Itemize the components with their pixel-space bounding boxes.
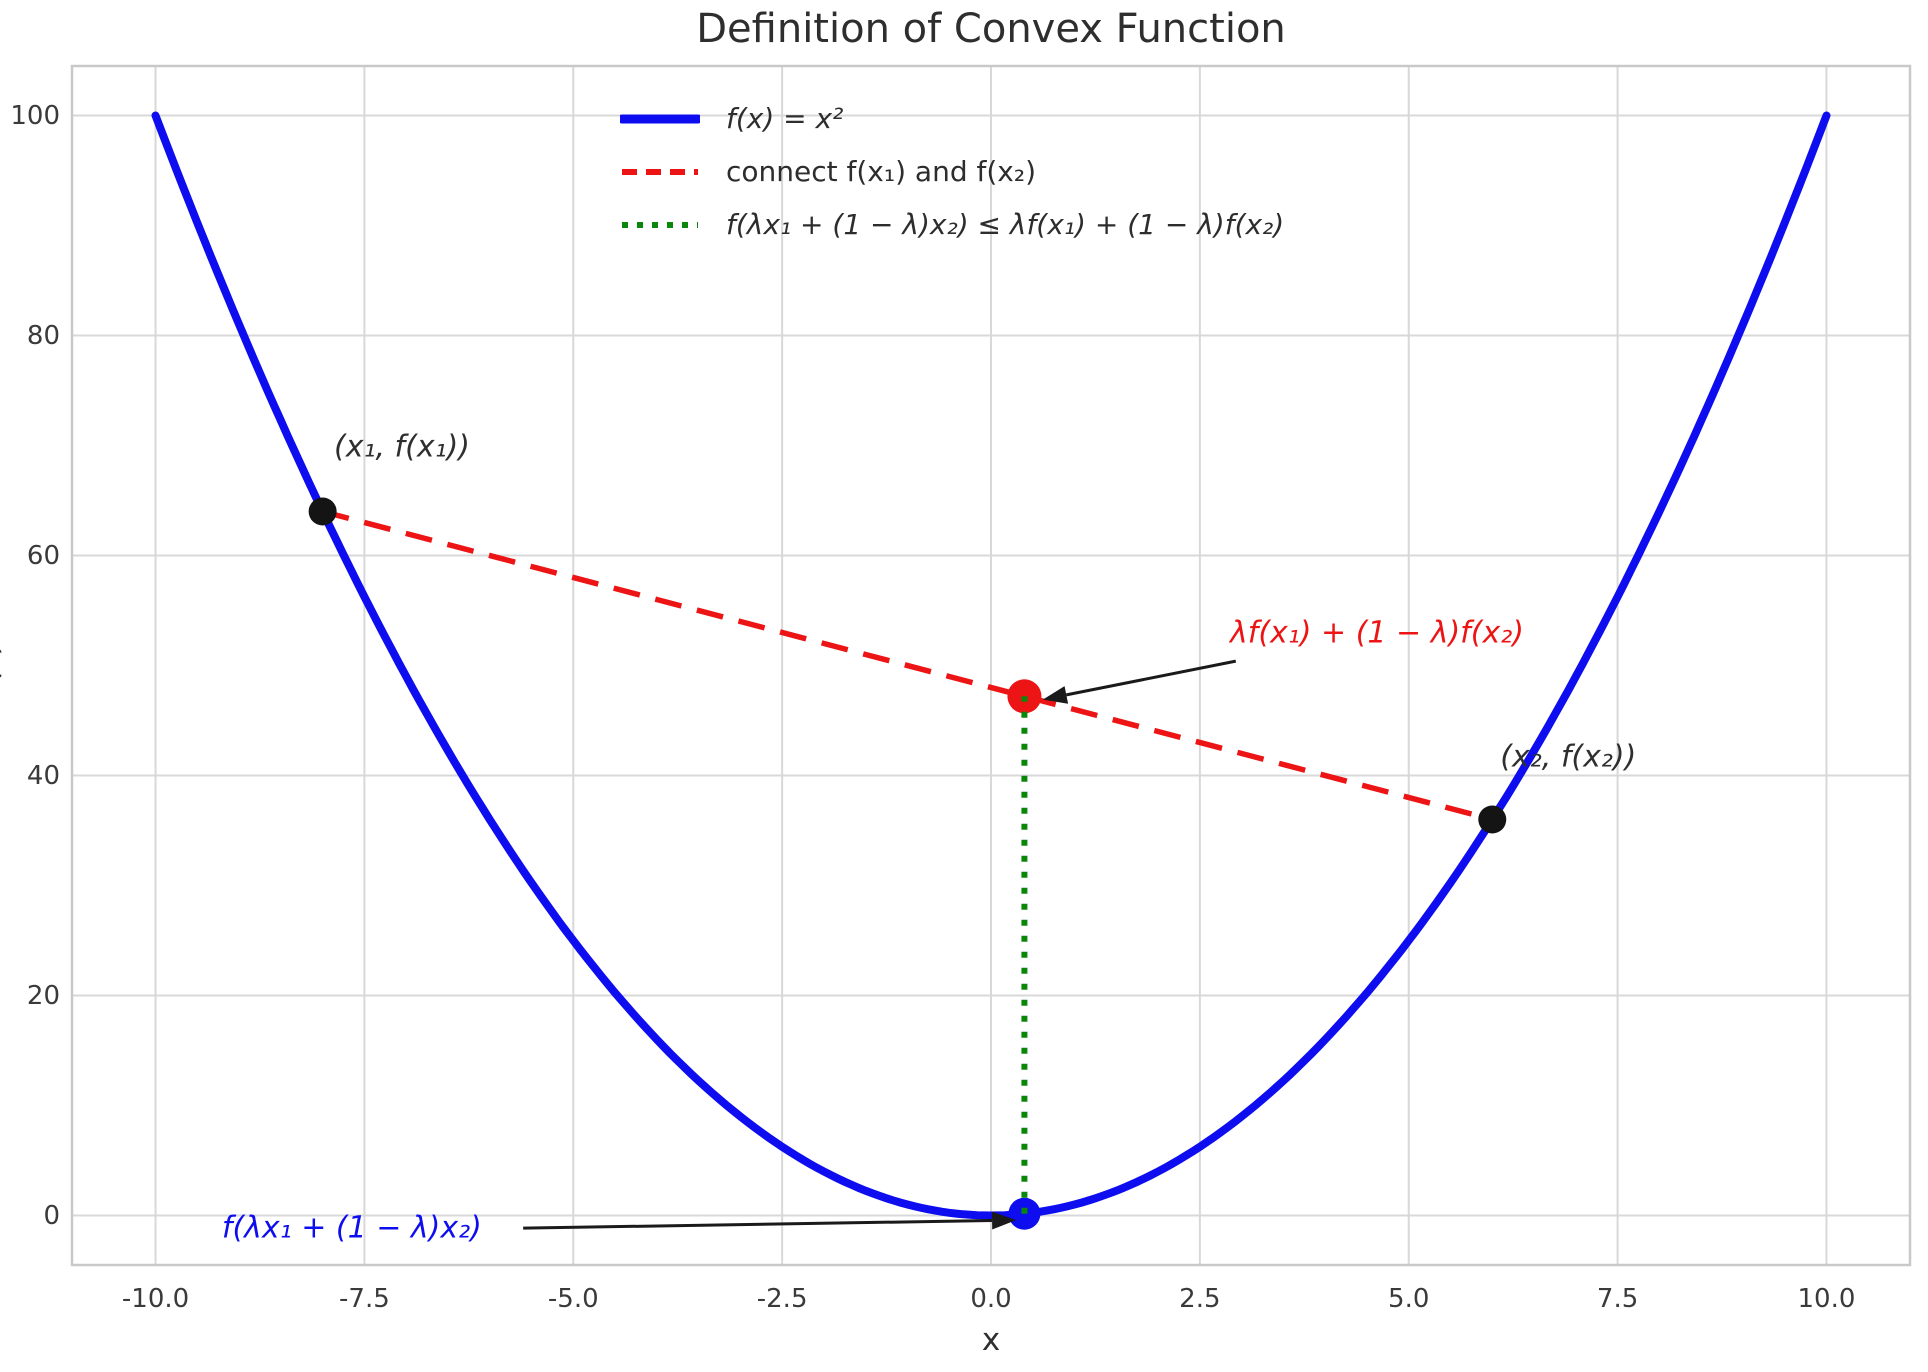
chart-title: Definition of Convex Function [696,6,1286,52]
x-tick-label: 10.0 [1797,1284,1856,1314]
annotation-arrow-line [1066,659,1237,697]
legend-item-curve: f(x) = x² [620,92,1284,145]
legend-label-inequality: f(λx₁ + (1 − λ)x₂) ≤ λf(x₁) + (1 − λ)f(x… [726,208,1285,241]
annotation-point1-label: (x₁, f(x₁)) [333,429,471,465]
x-tick-label: -2.5 [756,1284,808,1314]
y-tick-label: 40 [26,760,60,791]
y-tick-label: 0 [43,1200,60,1231]
x-tick-label: -5.0 [547,1284,599,1314]
y-tick-label: 60 [26,540,60,571]
annotation-arrowhead [991,1211,1017,1230]
y-tick-label: 20 [26,980,60,1011]
x-tick-label: 0.0 [970,1284,1012,1314]
annotation-function-value-label: f(λx₁ + (1 − λ)x₂) [221,1210,482,1246]
series-dashed-segment [321,508,1493,823]
x-tick-label: -7.5 [339,1284,390,1314]
legend: f(x) = x² connect f(x₁) and f(x₂) f(λx₁ … [620,92,1284,251]
annotation-chord-value-label: λf(x₁) + (1 − λ)f(x₂) [1230,615,1524,650]
annotation-arrowhead [1042,686,1069,704]
x-tick-label: -10.0 [121,1284,190,1314]
annotation-arrow-line [523,1219,993,1230]
x-tick-label: 2.5 [1179,1284,1221,1314]
parabola-curve [151,111,1831,1220]
data-point-black [1478,805,1507,834]
legend-label-curve: f(x) = x² [726,102,844,135]
x-tick-label: 7.5 [1596,1284,1639,1314]
legend-item-chord: connect f(x₁) and f(x₂) [620,145,1284,198]
legend-solid-line-icon [620,114,700,123]
legend-dotted-line-icon [622,221,698,228]
annotation-point2-label: (x₂, f(x₂)) [1500,739,1637,775]
y-tick-label: 100 [10,100,60,131]
x-tick-label: 5.0 [1388,1284,1430,1314]
data-point-black [308,497,337,526]
axes-spines [70,64,1912,1267]
x-axis-label: x [981,1322,1001,1358]
legend-label-chord: connect f(x₁) and f(x₂) [726,155,1036,188]
y-tick-label: 80 [26,320,60,351]
legend-item-inequality: f(λx₁ + (1 − λ)x₂) ≤ λf(x₁) + (1 − λ)f(x… [620,198,1284,251]
legend-dashed-line-icon [622,168,698,175]
y-axis-label: f(x) [0,639,5,693]
